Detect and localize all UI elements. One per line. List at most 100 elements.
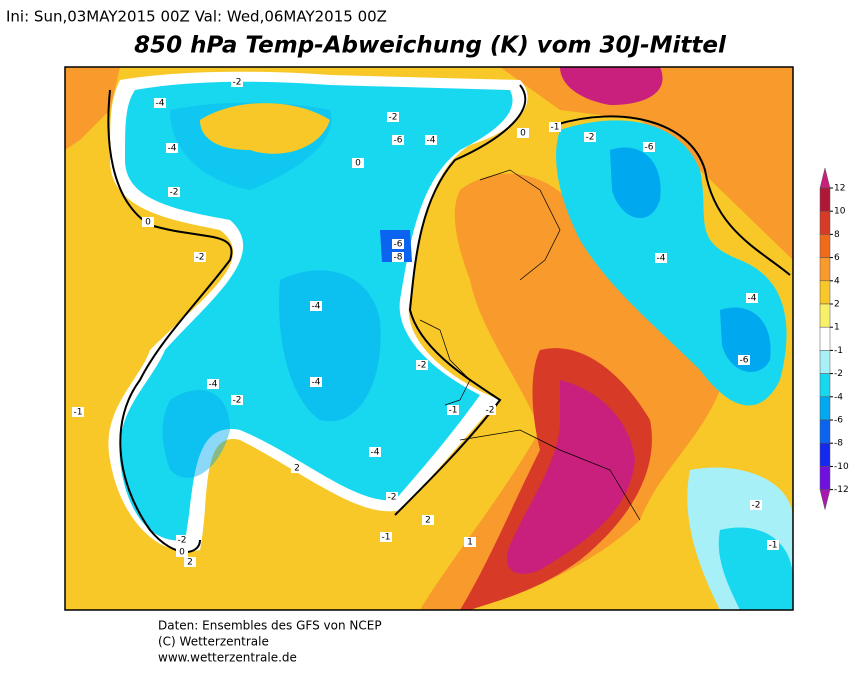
- contour-label: -6: [394, 240, 403, 250]
- colorbar-segment: [819, 419, 831, 444]
- footer-line: (C) Wetterzentrale: [158, 635, 269, 649]
- contour-label-bg: [392, 239, 404, 249]
- contour-label-bg: [72, 407, 84, 417]
- contour-label: -2: [418, 361, 427, 371]
- contour-label-bg: [387, 112, 399, 122]
- map-field: [65, 67, 793, 610]
- contour-label-bg: [549, 122, 561, 132]
- colorbar-label: 10: [834, 207, 846, 217]
- contour-label: 0: [179, 548, 185, 558]
- contour-label: -1: [382, 533, 391, 543]
- contour-label-bg: [746, 293, 758, 303]
- contour-label-bg: [154, 98, 166, 108]
- contour-label: -1: [449, 406, 458, 416]
- contour-label-bg: [392, 135, 404, 145]
- contour-label: -6: [645, 143, 654, 153]
- contour-label-bg: [176, 535, 188, 545]
- contour-label: -4: [168, 144, 177, 154]
- colorbar-segment: [819, 210, 831, 235]
- colorbar-label: -8: [834, 439, 843, 449]
- contour-label-bg: [484, 405, 496, 415]
- contour-label-bg: [447, 405, 459, 415]
- contour-label: -4: [427, 136, 436, 146]
- contour-label: -4: [657, 254, 666, 264]
- contour-label-bg: [310, 301, 322, 311]
- contour-label: -2: [486, 406, 495, 416]
- colorbar-segment: [819, 466, 831, 490]
- contour-label: -2: [196, 253, 205, 263]
- contour-label: -4: [209, 380, 218, 390]
- contour-label-bg: [168, 187, 180, 197]
- colorbar-label: -1: [834, 346, 843, 356]
- contour-label: 0: [145, 218, 151, 228]
- contour-label: -4: [312, 302, 321, 312]
- contour-label-bg: [386, 492, 398, 502]
- colorbar-segment: [819, 442, 831, 467]
- contour-label-bg: [352, 158, 364, 168]
- colorbar-segment: [819, 373, 831, 398]
- contour-label-bg: [655, 253, 667, 263]
- colorbar-segment: [819, 303, 831, 328]
- contour-label: -2: [233, 396, 242, 406]
- contour-label-bg: [750, 500, 762, 510]
- contour-label-bg: [767, 540, 779, 550]
- colorbar: 12 10 8 6 4 2 1 -1 -2 -4 -6 -8 -10 -12: [819, 167, 849, 510]
- init-line: Ini: Sun,03MAY2015 00Z Val: Wed,06MAY201…: [6, 8, 387, 26]
- contour-label-bg: [643, 142, 655, 152]
- contour-label-bg: [142, 217, 154, 227]
- contour-label: -1: [74, 408, 83, 418]
- contour-label: -4: [748, 294, 757, 304]
- map-frame: [64, 66, 794, 611]
- colorbar-label: 6: [834, 253, 840, 263]
- colorbar-label: 1: [834, 323, 840, 333]
- colorbar-cap: [819, 489, 831, 510]
- contour-label-bg: [184, 557, 196, 567]
- contour-label-bg: [176, 547, 188, 557]
- contour-label-bg: [231, 77, 243, 87]
- contour-label-bg: [738, 355, 750, 365]
- colorbar-label: -2: [834, 369, 843, 379]
- contour-label-bg: [464, 537, 476, 547]
- contour-label: -2: [388, 493, 397, 503]
- colorbar-label: -6: [834, 416, 843, 426]
- footer-line: www.wetterzentrale.de: [158, 651, 297, 665]
- colorbar-segment: [819, 396, 831, 421]
- colorbar-label: 4: [834, 276, 840, 286]
- contour-label: 0: [520, 129, 526, 139]
- colorbar-segment: [819, 234, 831, 258]
- contour-label-bg: [310, 377, 322, 387]
- colorbar-cap: [819, 167, 831, 189]
- contour-labels: -4 -2 -4 -2 0 -2 -4 -4 -4 -2 -4 -2 -1 2 -6 -4 -6 -8 -2 -2 -1…: [72, 77, 779, 568]
- contour-label: -1: [551, 123, 560, 133]
- colorbar-segment: [819, 257, 831, 282]
- contour-label: 2: [294, 464, 300, 474]
- contour-label: -2: [233, 78, 242, 88]
- contour-label: -1: [769, 541, 778, 551]
- contour-label-bg: [392, 252, 404, 262]
- colorbar-label: -12: [834, 485, 849, 495]
- contour-label: -4: [312, 378, 321, 388]
- contour-label-bg: [422, 515, 434, 525]
- contour-label: -2: [752, 501, 761, 511]
- contour-label: 1: [467, 538, 473, 548]
- footer-line: Daten: Ensembles des GFS von NCEP: [158, 619, 382, 633]
- contour-label: 2: [187, 558, 193, 568]
- contour-label-bg: [425, 135, 437, 145]
- map-title: 850 hPa Temp-Abweichung (K) vom 30J-Mitt…: [134, 33, 727, 59]
- contour-label-bg: [584, 132, 596, 142]
- contour-label-bg: [194, 252, 206, 262]
- contour-label-bg: [369, 447, 381, 457]
- contour-label-bg: [517, 128, 529, 138]
- contour-label-bg: [416, 360, 428, 370]
- contour-label: -2: [389, 113, 398, 123]
- contour-label-bg: [380, 532, 392, 542]
- contour-label: -6: [394, 136, 403, 146]
- contour-label-bg: [231, 395, 243, 405]
- contour-label: -2: [586, 133, 595, 143]
- colorbar-label: 2: [834, 300, 840, 310]
- colorbar-label: -4: [834, 392, 843, 402]
- contour-label: 0: [355, 159, 361, 169]
- colorbar-label: 12: [834, 184, 845, 194]
- colorbar-segment: [819, 187, 831, 212]
